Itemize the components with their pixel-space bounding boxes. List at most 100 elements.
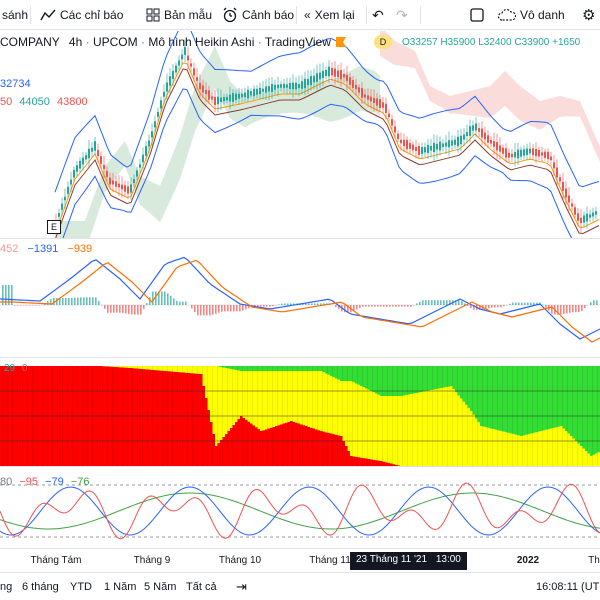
trend-zone-yellow-bar	[532, 432, 535, 466]
range-button[interactable]: ng	[0, 581, 13, 593]
compare-button[interactable]: sánh	[2, 5, 28, 25]
trend-zone-green-bar	[322, 366, 325, 373]
trend-zone-green-bar	[520, 366, 523, 436]
trend-zone-green-bar	[355, 366, 358, 384]
macd-histogram-bar	[191, 305, 193, 309]
candle-body	[337, 70, 339, 77]
macd-histogram-bar	[104, 305, 106, 309]
undo-button[interactable]: ↶	[372, 5, 384, 25]
trend-zone-red-bar	[150, 369, 153, 466]
candle-body	[82, 157, 84, 165]
macd-histogram-bar	[248, 305, 250, 309]
trend-zone-red-bar	[210, 422, 213, 466]
trend-zone-green-bar	[327, 366, 330, 375]
replay-button[interactable]: « Xem lại	[304, 5, 355, 25]
macd-histogram-bar	[239, 305, 241, 312]
range-5-years[interactable]: 5 Năm	[144, 581, 177, 593]
trend-zone-yellow-bar	[250, 371, 253, 424]
candle-body	[100, 156, 102, 164]
trend-zone-red-bar	[225, 434, 228, 466]
trend-zone-yellow-bar	[375, 393, 378, 461]
pane-divider[interactable]	[0, 357, 600, 358]
candle-body	[112, 180, 114, 185]
macd-histogram-bar	[581, 305, 583, 312]
earnings-marker[interactable]: E	[47, 220, 61, 234]
trend-zone-yellow-bar	[442, 387, 445, 466]
candle-body	[421, 147, 423, 154]
macd-histogram-bar	[536, 302, 538, 305]
crosshair-time: 13:00	[435, 554, 461, 565]
pane-divider[interactable]	[0, 466, 600, 467]
trend-zone-red-bar	[300, 424, 303, 466]
trend-zone-yellow-bar	[142, 366, 145, 370]
trend-zone-red-bar	[120, 367, 123, 466]
price-pane[interactable]	[0, 31, 600, 238]
candle-body	[433, 142, 435, 153]
trend-zone-green-bar	[400, 366, 403, 396]
layout-name-button[interactable]: Vô danh	[498, 5, 565, 25]
candle-body	[385, 103, 387, 113]
candle-body	[562, 181, 564, 191]
macd-histogram-bar	[221, 305, 223, 312]
trend-zone-yellow-bar	[165, 366, 168, 371]
settings-button[interactable]: ⚙	[582, 5, 595, 25]
indicators-button[interactable]: Các chỉ báo	[40, 5, 123, 25]
alert-button[interactable]: Cảnh báo	[222, 5, 294, 25]
range-6-months[interactable]: 6 tháng	[22, 581, 59, 593]
candle-body	[412, 144, 414, 151]
trend-zone-yellow-bar	[227, 368, 230, 431]
redo-button[interactable]: ↷	[396, 5, 408, 25]
flag-icon[interactable]	[336, 37, 346, 47]
trend-zone-green-bar	[570, 366, 573, 436]
macd-histogram-bar	[89, 297, 91, 305]
stochastic-pane[interactable]	[0, 467, 600, 548]
trend-zone-green-bar	[425, 366, 428, 391]
trend-zone-yellow-bar	[292, 371, 295, 422]
templates-button[interactable]: Bản mẫu	[146, 5, 212, 25]
trend-zone-yellow-bar	[120, 366, 123, 368]
candle-body	[568, 195, 570, 203]
goto-date-icon[interactable]: ⇥	[236, 579, 247, 594]
templates-icon	[146, 8, 160, 22]
symbol-legend[interactable]: COMPANY 4h · UPCOM · Mô hình Heikin Ashi…	[0, 35, 331, 49]
macd-histogram-bar	[413, 305, 415, 306]
trend-zone-yellow-bar	[385, 396, 388, 463]
trend-zone-pane[interactable]	[0, 358, 600, 466]
macd-signal-line	[0, 259, 600, 343]
pane-divider[interactable]	[0, 238, 600, 239]
trend-zone-yellow-bar	[172, 366, 175, 372]
trend-zone-green-bar	[307, 366, 310, 371]
trend-zone-red-bar	[340, 436, 343, 466]
trend-zone-yellow-bar	[177, 366, 180, 373]
macd-histogram-bar	[197, 305, 199, 316]
range-all[interactable]: Tất cả	[186, 581, 217, 593]
toolbar-divider	[296, 6, 297, 24]
trend-zone-yellow-bar	[497, 430, 500, 466]
trend-zone-green-bar	[240, 366, 243, 371]
time-axis[interactable]: Tháng Tám Tháng 9 Tháng 10 Tháng 11 2022…	[0, 548, 600, 572]
trend-zone-green-bar	[342, 366, 345, 381]
trend-zone-yellow-bar	[115, 366, 118, 367]
candle-body	[550, 156, 552, 161]
candle-body	[238, 93, 240, 99]
trend-zone-yellow-bar	[122, 366, 125, 368]
trend-zone-yellow-bar	[410, 394, 413, 466]
trend-zone-yellow-bar	[445, 387, 448, 466]
trend-zone-green-bar	[255, 366, 258, 371]
trend-zone-red-bar	[160, 370, 163, 466]
indicator2-v3: 43800	[56, 96, 88, 108]
trend-zone-green-bar	[262, 366, 265, 371]
clock-label[interactable]: 16:08:11 (UTC	[536, 581, 600, 593]
candle-body	[475, 123, 477, 131]
macd-pane[interactable]	[0, 239, 600, 357]
range-ytd[interactable]: YTD	[70, 581, 92, 593]
fullscreen-toggle[interactable]	[470, 5, 484, 25]
macd-histogram-bar	[512, 302, 514, 305]
macd-histogram-bar	[395, 305, 397, 307]
candle-body	[334, 68, 336, 77]
range-1-year[interactable]: 1 Năm	[104, 581, 137, 593]
trend-zone-red-bar	[177, 372, 180, 466]
trend-zone-red-bar	[157, 370, 160, 466]
candle-body	[157, 111, 159, 117]
badge-d[interactable]: D	[374, 35, 392, 49]
